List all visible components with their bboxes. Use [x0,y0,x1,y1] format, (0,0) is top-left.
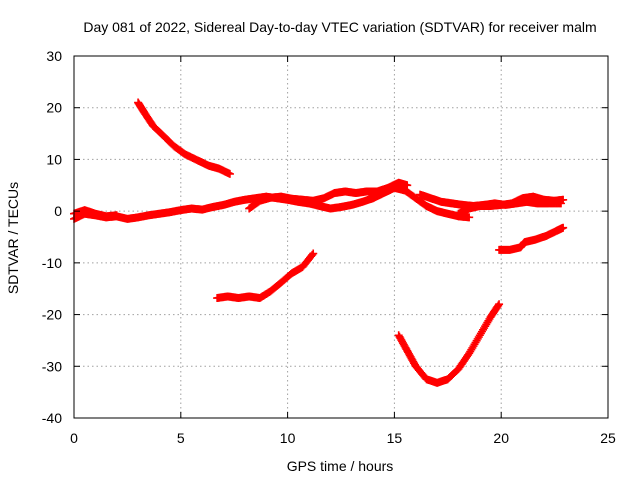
grid-layer [74,56,608,418]
x-tick-label: 10 [280,430,296,446]
x-tick-label: 25 [600,430,616,446]
data-point [495,300,504,309]
data-point [403,181,412,190]
data-point [494,301,503,310]
y-tick-label: 0 [54,203,62,219]
data-point [559,223,568,232]
series-arc-9 [495,223,568,254]
plot-frame [73,55,609,419]
series-arc-8 [454,192,568,218]
y-tick-label: -40 [42,410,62,426]
x-tick-label: 20 [493,430,509,446]
y-axis-label: SDTVAR / TECUs [5,182,21,294]
x-tick-label: 0 [70,430,78,446]
data-point [308,250,317,259]
x-axis-label: GPS time / hours [287,458,394,474]
series-arc-4 [245,178,412,213]
y-tick-label: 10 [46,151,62,167]
series-arc-6 [394,300,504,387]
x-tick-label: 15 [387,430,403,446]
y-tick-label: -30 [42,358,62,374]
tick-layer: 0 5 10 15 20 25 -40 -30 -20 -10 0 10 20 30 [42,48,616,446]
series-arc-1 [70,183,474,223]
y-tick-label: 20 [46,100,62,116]
x-tick-label: 5 [177,430,185,446]
chart-title: Day 081 of 2022, Sidereal Day-to-day VTE… [83,19,596,35]
y-tick-label: 30 [46,48,62,64]
series-arc-3 [134,98,234,178]
data-point [225,169,234,178]
series-arc-2 [70,206,121,221]
data-layer [70,98,568,387]
data-point [465,213,474,222]
series-arc-5 [213,249,318,303]
y-tick-label: -10 [42,255,62,271]
data-point [112,211,121,220]
data-point [559,195,568,204]
y-tick-label: -20 [42,307,62,323]
data-point [309,249,318,258]
